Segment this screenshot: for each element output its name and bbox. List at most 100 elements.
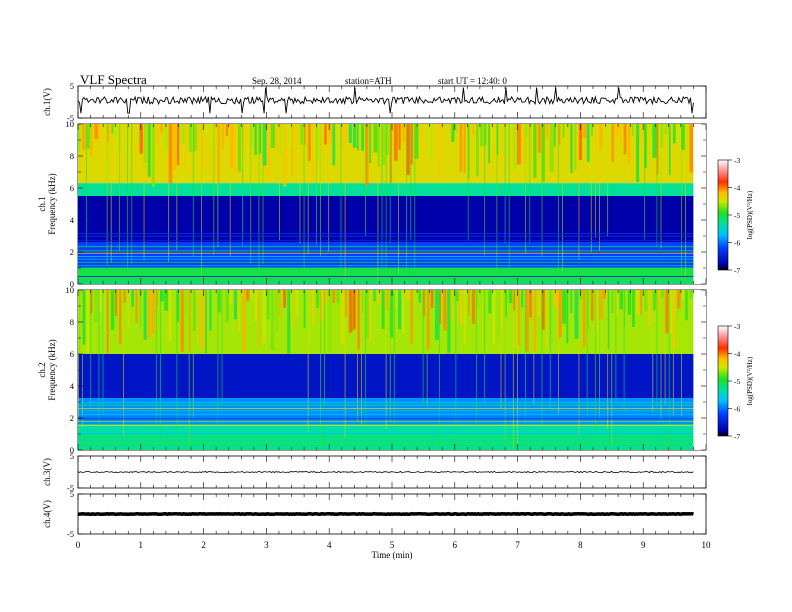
psd-streak: [504, 290, 507, 317]
psd-streak: [172, 290, 175, 316]
psd-streak: [373, 124, 378, 153]
y-tick-label: 5: [70, 489, 74, 499]
psd-streak: [434, 290, 439, 340]
station-label: station=ATH: [345, 76, 392, 86]
sferic-line: [414, 124, 416, 281]
sferic-line: [611, 290, 613, 445]
psd-streak: [184, 124, 187, 171]
psd-streak: [86, 290, 90, 353]
sferic-line: [90, 290, 92, 410]
ch1-spectrogram: [78, 124, 706, 284]
ch3-waveform-trace: [77, 470, 694, 474]
sferic-line: [517, 290, 518, 449]
x-tick-label: 8: [578, 540, 583, 550]
psd-streak: [603, 290, 606, 299]
psd-streak: [94, 124, 99, 140]
psd-streak: [488, 124, 491, 164]
sferic-line: [652, 290, 654, 413]
sferic-line: [558, 124, 559, 275]
psd-streak: [529, 124, 532, 158]
sferic-line: [607, 290, 609, 431]
sferic-line: [410, 124, 412, 241]
psd-streak: [640, 124, 643, 145]
psd-streak: [668, 290, 673, 334]
y-tick-label: 10: [66, 119, 75, 129]
sferic-line: [455, 290, 457, 435]
sferic-line: [615, 290, 617, 403]
sferic-line: [143, 124, 145, 261]
psd-streak: [299, 124, 303, 145]
sferic-line: [168, 124, 170, 263]
psd-streak: [86, 124, 90, 149]
psd-streak: [492, 124, 497, 144]
psd-streak: [381, 124, 386, 165]
psd-streak: [488, 290, 492, 314]
sferic-line: [525, 124, 527, 254]
psd-streak: [369, 124, 372, 164]
psd-streak: [303, 124, 306, 146]
psd-streak: [599, 290, 604, 319]
psd-streak: [410, 290, 414, 345]
psd-streak: [599, 124, 603, 149]
psd-streak: [328, 124, 332, 144]
psd-streak: [94, 290, 98, 323]
sferic-line: [508, 124, 510, 281]
y-tick-label: 8: [70, 151, 74, 161]
waveform-path: [77, 87, 694, 114]
psd-streak: [426, 124, 430, 161]
psd-streak: [361, 124, 364, 151]
psd-streak: [443, 290, 447, 331]
psd-streak: [209, 290, 212, 331]
psd-streak: [406, 290, 410, 301]
psd-streak: [640, 290, 642, 315]
sferic-line: [82, 290, 83, 428]
sferic-line: [541, 124, 543, 257]
psd-streak: [406, 124, 410, 176]
psd-streak: [475, 290, 479, 310]
psd-streak: [336, 124, 340, 162]
psd-streak: [135, 124, 139, 144]
psd-streak: [672, 124, 676, 144]
psd-streak: [533, 124, 537, 178]
psd-streak: [344, 124, 348, 141]
colorbar-tick-label: -7: [734, 432, 740, 441]
psd-streak: [127, 124, 132, 165]
sferic-line: [385, 124, 387, 271]
y-axis-label: ch.4(V): [42, 500, 52, 528]
psd-streak: [459, 290, 463, 324]
psd-streak: [164, 290, 169, 311]
sferic-line: [578, 124, 580, 261]
psd-streak: [558, 290, 562, 338]
psd-streak: [574, 124, 577, 170]
psd-streak: [356, 124, 359, 151]
psd-streak: [447, 124, 451, 135]
psd-streak: [233, 290, 237, 320]
y-tick-label: 5: [70, 451, 74, 461]
no-data-region: [693, 290, 706, 450]
sferic-line: [299, 124, 301, 245]
sferic-line: [389, 124, 391, 244]
psd-streak: [451, 290, 454, 319]
sferic-line: [594, 290, 596, 431]
psd-streak: [233, 124, 238, 174]
psd-streak: [254, 290, 257, 322]
psd-streak: [213, 124, 218, 181]
sferic-line: [320, 290, 321, 445]
psd-streak: [307, 290, 312, 343]
sferic-line: [475, 290, 477, 426]
psd-streak: [484, 124, 487, 146]
psd-streak: [246, 124, 250, 181]
psd-streak: [201, 290, 205, 350]
figure-title: VLF Spectra: [80, 72, 147, 87]
y-tick-label: 2: [70, 247, 74, 257]
psd-streak: [594, 124, 599, 139]
psd-streak: [254, 124, 257, 155]
no-data-region: [693, 124, 706, 284]
psd-streak: [311, 290, 315, 323]
psd-streak: [463, 290, 466, 344]
psd-streak: [78, 290, 81, 354]
psd-streak: [541, 124, 545, 183]
psd-streak: [262, 290, 266, 344]
psd-streak: [451, 124, 455, 142]
